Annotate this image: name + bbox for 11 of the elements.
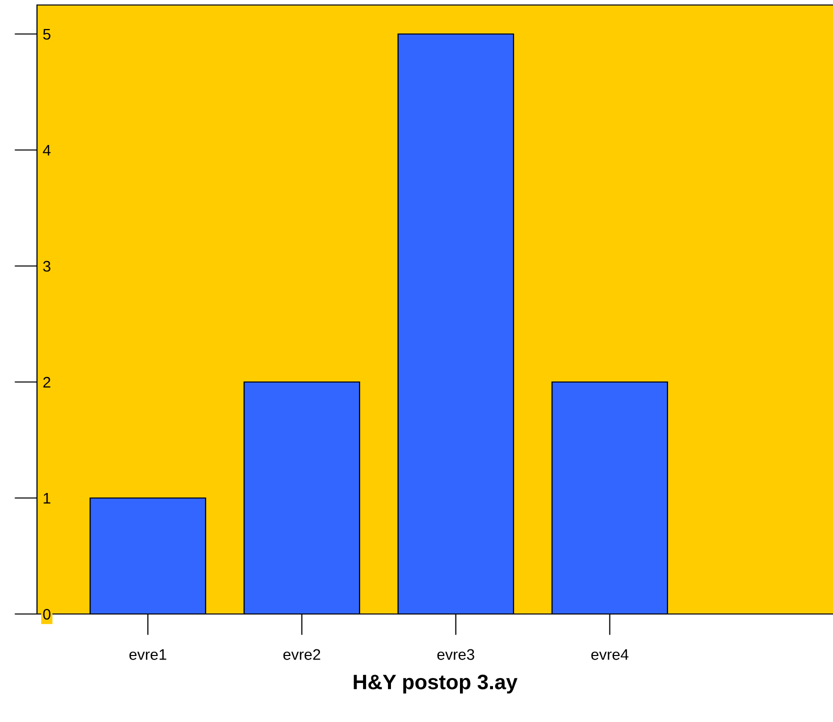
y-tick-label: 3 <box>43 260 50 272</box>
y-tick-label: 0 <box>43 608 50 620</box>
y-tick-label: 2 <box>43 376 50 388</box>
x-tick-label: evre3 <box>437 649 474 660</box>
x-tick-label: evre4 <box>591 649 628 660</box>
x-tick-label: evre1 <box>129 649 166 660</box>
y-tick-label: 4 <box>42 145 51 156</box>
y-tick-label: 5 <box>43 29 50 40</box>
y-tick-label: 1 <box>44 493 50 504</box>
x-tick-label: evre2 <box>283 649 320 660</box>
x-axis-title: H&Y postop 3.ay <box>354 674 518 694</box>
